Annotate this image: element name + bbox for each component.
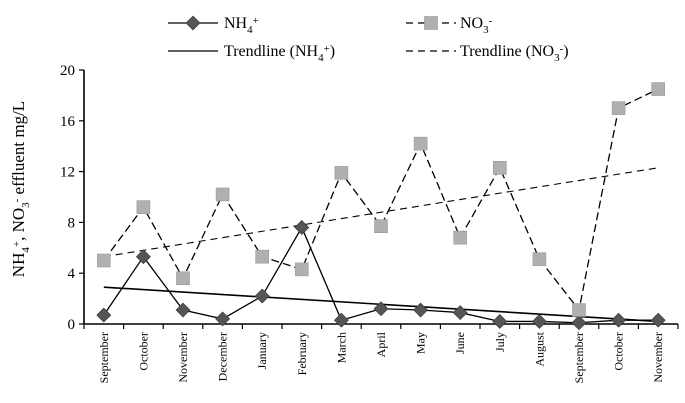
point-no3 bbox=[374, 219, 388, 234]
series-line-no3 bbox=[103, 88, 659, 312]
x-tick-label: November bbox=[176, 332, 190, 383]
legend-label-no3-trend: Trendline (NO3-) bbox=[460, 43, 569, 64]
x-tick-labels: September October November December January F… bbox=[97, 331, 665, 383]
legend-label-no3-series-part: - bbox=[489, 15, 493, 27]
legend-label-no3-trend-part: ) bbox=[563, 43, 568, 60]
legend-marker-no3 bbox=[424, 16, 438, 30]
y-axis-label-part: 3 bbox=[20, 202, 32, 208]
y-axis-label-part: effluent mg/L bbox=[9, 101, 28, 199]
point-no3 bbox=[294, 262, 309, 277]
point-no3 bbox=[215, 187, 230, 202]
x-tick-label: January bbox=[255, 332, 269, 369]
legend-label-no3-trend-part: - bbox=[560, 43, 564, 55]
x-tick-label: March bbox=[334, 332, 348, 363]
x-tick-label: September bbox=[572, 332, 586, 383]
point-nh4 bbox=[333, 312, 349, 328]
markers bbox=[96, 82, 666, 331]
point-nh4 bbox=[452, 305, 468, 320]
x-tick-label: October bbox=[612, 332, 626, 371]
point-no3 bbox=[176, 271, 190, 286]
point-nh4 bbox=[135, 249, 151, 265]
legend-label-nh4-trend-part: Trendline (NH bbox=[224, 43, 319, 60]
legend-label-no3-trend-part: 3 bbox=[554, 52, 560, 64]
x-tick-label: February bbox=[295, 332, 309, 375]
point-nh4 bbox=[373, 301, 389, 317]
y-tick-labels: 0 4 8 12 16 20 bbox=[60, 63, 76, 333]
series-lines bbox=[103, 88, 659, 324]
legend-label-no3-series-part: NO bbox=[460, 15, 483, 32]
point-no3 bbox=[97, 253, 111, 268]
x-tick-label: November bbox=[651, 332, 665, 383]
legend-label-no3-trend-part: Trendline (NO bbox=[460, 43, 554, 60]
point-nh4 bbox=[175, 302, 191, 318]
y-axis-label-part: - bbox=[11, 198, 23, 202]
y-axis-label-part: , NO bbox=[9, 208, 28, 241]
x-tick-label: October bbox=[136, 332, 150, 371]
y-tick-label: 4 bbox=[68, 266, 76, 282]
legend-label-nh4-series-part: 4 bbox=[247, 24, 253, 36]
trendline-no3 bbox=[103, 167, 659, 258]
point-nh4 bbox=[571, 315, 587, 331]
y-tick-label: 8 bbox=[68, 215, 76, 231]
point-nh4 bbox=[650, 312, 666, 328]
x-tick-label: April bbox=[374, 331, 388, 357]
x-tick-label: May bbox=[414, 332, 428, 354]
legend-label-nh4-trend: Trendline (NH4+) bbox=[224, 43, 335, 64]
point-no3 bbox=[651, 82, 666, 96]
point-no3 bbox=[492, 160, 507, 175]
y-axis-label-part: + bbox=[11, 241, 23, 247]
legend-label-no3-series-part: 3 bbox=[483, 24, 489, 36]
point-nh4 bbox=[254, 288, 270, 304]
point-nh4 bbox=[294, 220, 310, 235]
legend-label-nh4-series-part: + bbox=[253, 15, 259, 27]
x-tick-label: July bbox=[493, 332, 507, 352]
point-nh4 bbox=[413, 302, 429, 318]
point-nh4 bbox=[96, 307, 112, 323]
y-tick-label: 16 bbox=[60, 114, 76, 130]
point-nh4 bbox=[531, 314, 547, 329]
point-nh4 bbox=[215, 311, 231, 327]
x-tick-label: December bbox=[216, 332, 230, 381]
legend-marker-nh4 bbox=[185, 15, 201, 31]
point-no3 bbox=[255, 249, 269, 264]
y-axis-label: NH4+, NO3- effluent mg/L bbox=[9, 101, 32, 277]
point-nh4 bbox=[611, 312, 627, 328]
point-no3 bbox=[572, 303, 586, 317]
x-tick-label: August bbox=[532, 331, 546, 366]
y-axis-label-part: 4 bbox=[20, 247, 32, 253]
legend-label-no3-series: NO3- bbox=[460, 15, 493, 36]
point-no3 bbox=[453, 230, 468, 245]
y-axis-label-group: NH4+, NO3- effluent mg/L bbox=[9, 101, 32, 277]
legend-label-nh4-trend-part: 4 bbox=[318, 52, 324, 64]
y-axis-label-part: NH bbox=[9, 253, 28, 278]
legend-label-nh4-series: NH4+ bbox=[224, 15, 259, 36]
x-tick-label: June bbox=[453, 332, 467, 354]
point-nh4 bbox=[492, 314, 508, 329]
y-tick-label: 12 bbox=[60, 165, 75, 181]
point-no3 bbox=[136, 200, 151, 214]
y-tick-label: 0 bbox=[68, 317, 76, 333]
x-tick-label: September bbox=[97, 332, 111, 383]
legend-label-nh4-trend-part: ) bbox=[330, 43, 335, 60]
legend: NH4+ NO3-Trendline (NH4+) Trendline (NO3-) bbox=[168, 15, 569, 64]
point-no3 bbox=[532, 252, 547, 267]
trendlines bbox=[103, 167, 659, 323]
point-no3 bbox=[334, 166, 349, 180]
point-no3 bbox=[611, 101, 626, 115]
point-no3 bbox=[413, 136, 428, 151]
legend-label-nh4-series-part: NH bbox=[224, 15, 248, 32]
y-tick-label: 20 bbox=[60, 63, 75, 79]
legend-label-nh4-trend-part: + bbox=[324, 43, 330, 55]
